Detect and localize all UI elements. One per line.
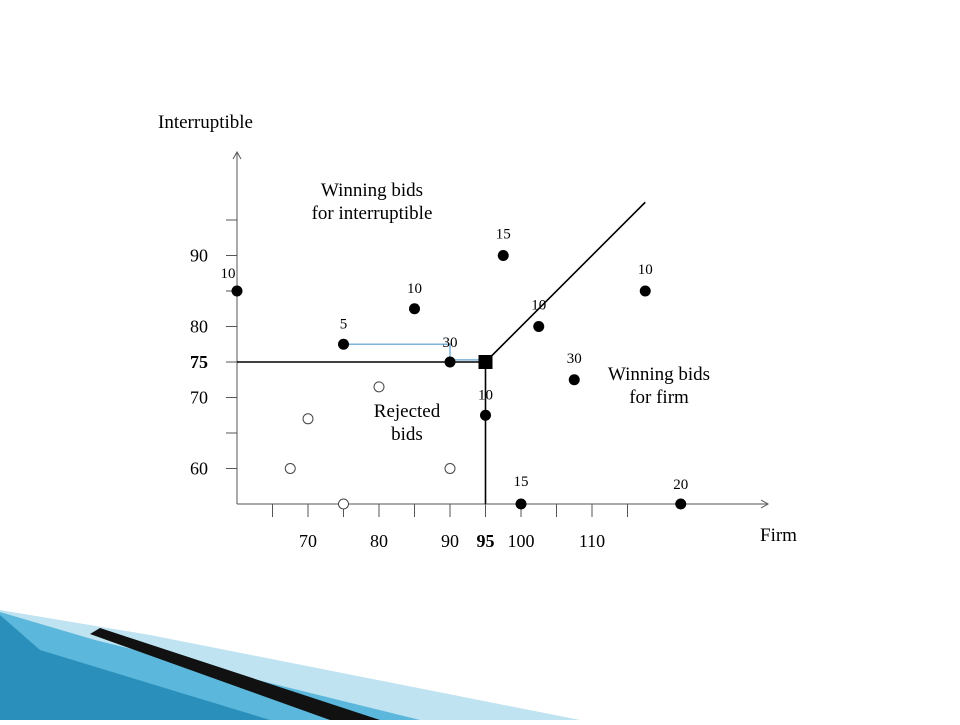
y-tick-label: 80 [190, 317, 208, 337]
winning-interruptible-label: Winning bids for interruptible [312, 180, 433, 224]
bid-quantity-label: 30 [567, 351, 582, 367]
rejected-bid-point [302, 413, 314, 425]
winning-bid-point [444, 356, 456, 368]
winning-bid-point [639, 285, 651, 297]
highlight-guide-line [343, 343, 486, 361]
x-axis-title: Firm [760, 525, 797, 546]
x-tick-label: 90 [441, 531, 459, 551]
winning-bid-point [409, 303, 420, 315]
annotations: Winning bids for interruptible Winning bid… [312, 180, 710, 445]
x-tick-label: 80 [370, 531, 388, 551]
bid-quantity-label: 10 [478, 387, 493, 403]
bid-quantity-label: 15 [514, 474, 529, 490]
clearing-point-marker [478, 355, 493, 369]
ribbon-black [90, 628, 380, 720]
winning-bid-point [533, 321, 545, 332]
y-tick-label: 70 [190, 388, 208, 408]
y-axis-arrowhead [232, 150, 242, 160]
bid-quantity-label: 15 [496, 227, 511, 243]
winning-bid-point [675, 498, 687, 510]
winning-bid-point [231, 285, 243, 297]
winning-bid-point [480, 409, 491, 421]
winning-bid-point [568, 374, 580, 386]
rejected-bid-point [373, 381, 385, 393]
winning-bid-point [338, 338, 349, 350]
y-tick-label: 60 [190, 459, 208, 479]
bid-quantity-label: 10 [221, 266, 236, 282]
bid-quantity-label: 10 [407, 281, 422, 297]
winning-bid-point [515, 498, 527, 510]
x-tick-label: 110 [579, 531, 605, 551]
y-ticks [226, 219, 237, 469]
winning-bids: 10 5 10 30 15 10 30 10 10 15 20 [221, 227, 688, 510]
axes: 70 80 90 95 100 110 60 70 75 80 90 Firm Interrupt… [158, 112, 797, 551]
rejected-bid-point [284, 463, 296, 474]
winning-bid-point [497, 250, 509, 261]
x-axis-arrowhead [760, 499, 770, 509]
y-tick-label: 90 [190, 246, 208, 266]
x-ticks [272, 504, 628, 517]
y-tick-labels: 60 70 75 80 90 [190, 246, 208, 479]
x-tick-label: 100 [508, 531, 535, 551]
rejected-bid-point [444, 463, 456, 474]
bid-quantity-label: 5 [340, 316, 348, 332]
bid-quantity-label: 10 [531, 298, 546, 314]
rejected-bid-point [338, 498, 349, 510]
x-tick-label: 70 [299, 531, 317, 551]
bid-quantity-label: 30 [443, 335, 458, 351]
bid-quantity-label: 20 [673, 477, 688, 493]
boundary-lines [237, 201, 646, 504]
winning-firm-label: Winning bids for firm [608, 364, 710, 408]
x-tick-labels: 70 80 90 95 100 110 [299, 531, 605, 551]
y-axis-title: Interruptible [158, 112, 253, 133]
y-tick-label: 75 [190, 352, 208, 372]
rejected-label: Rejected bids [374, 401, 441, 445]
decorative-ribbon [0, 610, 580, 720]
diagonal-boundary [484, 201, 646, 363]
x-tick-label: 95 [477, 531, 495, 551]
ribbon-dark [0, 615, 270, 720]
rejected-bids [284, 381, 456, 510]
bid-quantity-label: 10 [638, 262, 653, 278]
